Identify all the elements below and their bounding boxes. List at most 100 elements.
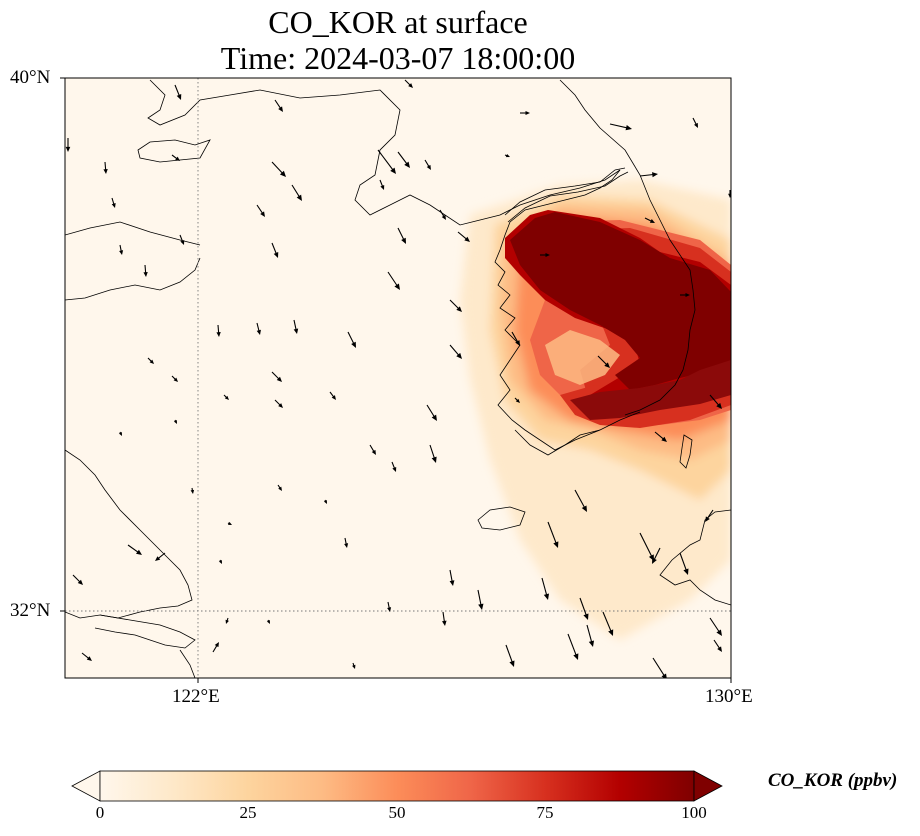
wind-arrow-shaft (597, 355, 609, 367)
wind-arrow-head (583, 613, 589, 620)
wind-arrow-head (180, 239, 185, 245)
wind-arrow-shaft (541, 577, 548, 597)
coastlines (65, 79, 731, 678)
wind-arrow-head (441, 620, 447, 626)
wind-arrow-shaft (653, 547, 661, 562)
wind-arrow-head (694, 122, 698, 128)
wind-arrow-head (717, 646, 722, 652)
wind-arrow-head (103, 169, 108, 174)
yalu-river (504, 167, 626, 216)
wind-arrow-head (426, 164, 431, 170)
lat-label-40N: 40°N (10, 67, 51, 88)
wind-arrow-shaft (709, 394, 721, 407)
wind-arrow-shaft (586, 624, 593, 644)
wind-arrow-head (431, 414, 437, 421)
wind-arrow-head (588, 640, 595, 647)
wind-arrow-head (553, 541, 559, 548)
wind-arrow-head (509, 660, 515, 667)
wind-arrow-shaft (387, 271, 399, 288)
wind-arrow-shaft (709, 617, 721, 634)
wind-arrow-head (649, 219, 655, 223)
wind-arrow-head (86, 656, 92, 661)
wind-arrow-head (394, 283, 400, 290)
wind-arrow-head (408, 83, 413, 88)
wind-arrow-shaft (639, 173, 655, 177)
wind-arrow-head (705, 516, 710, 522)
colorbar-extend-min (71, 770, 101, 802)
gridlines (65, 78, 731, 678)
wind-arrow-head (218, 559, 222, 564)
wind-arrow-head (505, 153, 510, 158)
wind-arrow-head (545, 252, 550, 258)
wind-arrow-head (143, 272, 148, 277)
wind-arrow-head (581, 505, 587, 512)
wind-arrow-shaft (679, 552, 688, 572)
wind-arrow-head (256, 329, 261, 335)
wind-arrow-head (683, 568, 689, 575)
colorbar-tick-50: 50 (388, 803, 406, 822)
wind-arrow-head (111, 203, 116, 208)
wind-arrow-head (685, 292, 690, 298)
wind-arrow-head (392, 466, 397, 472)
wind-arrow-head (652, 172, 658, 178)
wind-arrow-head (118, 431, 122, 436)
wind-arrow-head (515, 340, 520, 346)
wind-arrow-head (652, 557, 657, 564)
wind-arrow-shaft (449, 344, 461, 357)
wind-arrow-shaft (567, 633, 578, 657)
colorbar-tick-25: 25 (239, 803, 257, 822)
wind-arrow-head (273, 252, 279, 258)
wind-arrow-head (278, 106, 283, 112)
wind-arrow-shaft (426, 404, 436, 419)
wind-arrow-head (464, 236, 470, 242)
wind-arrow-head (401, 237, 406, 244)
wind-arrow-head (543, 593, 550, 600)
colorbar-tick-75: 75 (536, 803, 554, 822)
wind-arrow-head (390, 167, 396, 174)
wind-arrow-head (225, 619, 229, 624)
coastline-bohai-west (137, 139, 211, 163)
wind-arrow-head (173, 419, 177, 424)
wind-arrow-head (323, 499, 327, 504)
wind-arrow-shaft (429, 444, 436, 460)
wind-arrow-head (276, 376, 282, 382)
lon-label-130E: 130°E (705, 686, 753, 707)
coastline-china-south (179, 649, 196, 678)
wind-arrow-head (176, 94, 182, 100)
wind-arrow-shaft (271, 161, 284, 175)
wind-arrow-shaft (574, 489, 586, 510)
wind-arrow-shaft (505, 644, 514, 664)
wind-arrow-head (371, 449, 376, 455)
wind-arrow-head (296, 194, 302, 201)
wind-arrow-head (661, 673, 667, 678)
coastline-korea-south (514, 429, 601, 456)
wind-arrow-head (119, 250, 124, 255)
wind-arrow-head (279, 170, 286, 177)
tsushima-island (679, 434, 693, 469)
map-frame (64, 77, 732, 679)
wind-arrow-shaft (652, 657, 666, 678)
coastline-shandong-peninsula (65, 257, 201, 301)
wind-arrow-head (266, 619, 270, 624)
wind-arrow-head (351, 341, 356, 348)
wind-arrow-head (331, 395, 336, 400)
wind-arrow-head (278, 486, 282, 491)
wind-arrow-shaft (639, 532, 653, 559)
wind-arrow-shaft (602, 611, 613, 633)
colorbar-gradient (99, 770, 695, 802)
wind-arrow-head (77, 579, 83, 585)
jeju-island (477, 506, 526, 531)
wind-vectors (65, 79, 731, 678)
concentration-field (460, 180, 731, 640)
title-line-variable: CO_KOR at surface (268, 4, 528, 40)
wind-arrow-head (404, 161, 410, 168)
wind-arrow-shaft (449, 299, 461, 311)
co-plume-core (505, 210, 731, 420)
wind-arrow-head (431, 456, 437, 463)
colorbar (71, 770, 723, 802)
wind-arrow-head (387, 607, 392, 612)
yalu-river-bank (507, 171, 629, 223)
wind-arrow-head (380, 184, 385, 190)
wind-arrow-head (604, 362, 610, 368)
wind-arrow-head (278, 403, 283, 408)
